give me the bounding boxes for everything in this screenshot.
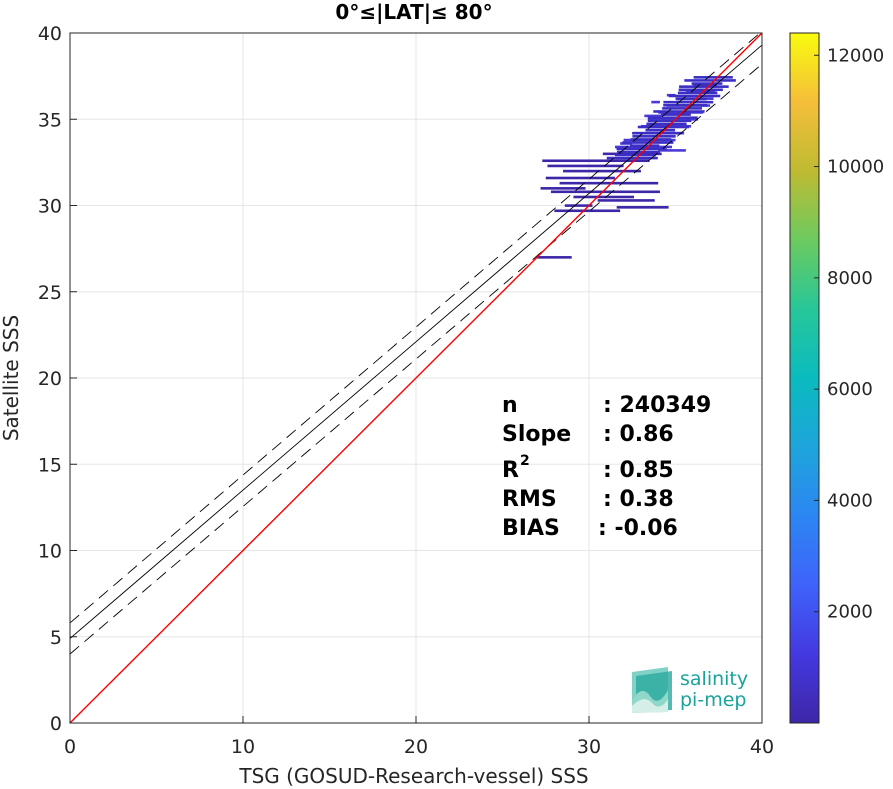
density-core-segment bbox=[630, 138, 672, 141]
density-segment bbox=[559, 181, 659, 185]
density-core-segment bbox=[616, 150, 660, 154]
y-tick-label: 25 bbox=[38, 282, 62, 304]
density-segment bbox=[537, 256, 572, 259]
stat-slope-value: : 0.86 bbox=[603, 422, 674, 447]
density-core-segment bbox=[677, 91, 718, 95]
density-core-segment bbox=[632, 135, 676, 138]
y-axis: 0 5 10 15 20 25 30 35 40 bbox=[38, 23, 77, 735]
density-core-segment bbox=[646, 122, 687, 126]
density-core-segment bbox=[679, 85, 729, 88]
density-core-segment bbox=[693, 76, 733, 79]
y-tick-label: 0 bbox=[50, 713, 62, 735]
identity-line bbox=[70, 33, 762, 723]
density-core-segment bbox=[632, 131, 683, 135]
stat-rms-label: RMS bbox=[502, 487, 557, 512]
density-core-segment bbox=[663, 100, 714, 104]
y-tick-label: 30 bbox=[38, 196, 62, 218]
x-tick-label: 0 bbox=[64, 736, 76, 758]
colorbar-tick-label: 10000 bbox=[827, 157, 884, 178]
density-segment bbox=[547, 164, 624, 168]
density-core-segment bbox=[614, 153, 656, 157]
y-tick-label: 20 bbox=[38, 368, 62, 390]
stat-rms-value: : 0.38 bbox=[603, 487, 674, 512]
regression-lines bbox=[70, 33, 762, 723]
density-core-segment bbox=[663, 103, 708, 107]
density-core-segment bbox=[606, 156, 658, 160]
density-core-segment bbox=[678, 88, 723, 92]
y-tick-label: 35 bbox=[38, 109, 62, 131]
stat-n-label: n bbox=[502, 393, 518, 418]
density-core-segment bbox=[668, 94, 721, 98]
density-segment bbox=[563, 169, 641, 173]
density-core-segment bbox=[660, 113, 691, 116]
stat-slope-label: Slope bbox=[502, 422, 571, 447]
density-segment bbox=[658, 149, 686, 152]
density-core-segment bbox=[645, 128, 676, 132]
stat-n-value: : 240349 bbox=[603, 393, 711, 418]
density-core-segment bbox=[647, 116, 698, 119]
colorbar-tick-label: 2000 bbox=[827, 602, 873, 623]
stats-block: n : 240349 Slope : 0.86 R 2 : 0.85 RMS :… bbox=[502, 393, 711, 541]
density-core-segment bbox=[691, 82, 723, 85]
density-segment bbox=[550, 190, 660, 194]
y-tick-label: 5 bbox=[50, 627, 62, 649]
x-tick-label: 20 bbox=[404, 736, 428, 758]
x-axis: 0 10 20 30 40 bbox=[64, 716, 774, 758]
x-tick-label: 40 bbox=[750, 736, 774, 758]
density-segment bbox=[616, 206, 669, 209]
density-segment bbox=[554, 209, 621, 213]
colorbar-tick-label: 6000 bbox=[827, 379, 873, 400]
density-segment bbox=[651, 100, 660, 104]
colorbar-tick-label: 4000 bbox=[827, 490, 873, 511]
stat-r2-sup: 2 bbox=[520, 453, 530, 469]
colorbar-tick-label: 12000 bbox=[827, 45, 884, 66]
density-segment bbox=[540, 187, 586, 190]
stat-bias-label: BIAS bbox=[502, 516, 560, 541]
density-segment bbox=[545, 176, 615, 180]
y-tick-label: 15 bbox=[38, 454, 62, 476]
salinity-pimep-logo: salinity pi-mep bbox=[632, 667, 748, 713]
stat-bias-value: : -0.06 bbox=[598, 516, 678, 541]
colorbar bbox=[789, 32, 820, 724]
logo-line1: salinity bbox=[680, 668, 748, 690]
y-tick-label: 10 bbox=[38, 541, 62, 563]
density-core-segment bbox=[637, 125, 690, 129]
x-tick-label: 30 bbox=[577, 736, 601, 758]
density-core-segment bbox=[676, 97, 707, 101]
stat-r2-value: : 0.85 bbox=[603, 458, 674, 483]
density-segment bbox=[573, 195, 634, 199]
colorbar-tick-label: 8000 bbox=[827, 268, 873, 289]
density-segment bbox=[597, 199, 655, 202]
colorbar-axis: 2000 4000 6000 8000 10000 12000 bbox=[814, 45, 884, 623]
density-segment bbox=[564, 204, 593, 207]
y-tick-label: 40 bbox=[38, 23, 62, 45]
density-core-segment bbox=[653, 110, 705, 113]
x-tick-label: 10 bbox=[231, 736, 255, 758]
fit-line bbox=[70, 44, 762, 639]
x-axis-label: TSG (GOSUD-Research-vessel) SSS bbox=[238, 764, 588, 788]
density-segment bbox=[647, 118, 698, 121]
density-core-segment bbox=[684, 79, 736, 82]
density-core-segment bbox=[647, 119, 692, 123]
density-segment bbox=[644, 114, 662, 118]
density-segment bbox=[542, 159, 650, 163]
density-core-segment bbox=[662, 107, 702, 110]
wave-logo-icon bbox=[632, 667, 672, 713]
chart-title: 0°≤|LAT|≤ 80° bbox=[335, 0, 492, 24]
y-axis-label: Satellite SSS bbox=[0, 315, 23, 441]
logo-line2: pi-mep bbox=[680, 689, 746, 711]
density-segment bbox=[692, 83, 718, 87]
stat-r2-label: R bbox=[502, 458, 519, 483]
